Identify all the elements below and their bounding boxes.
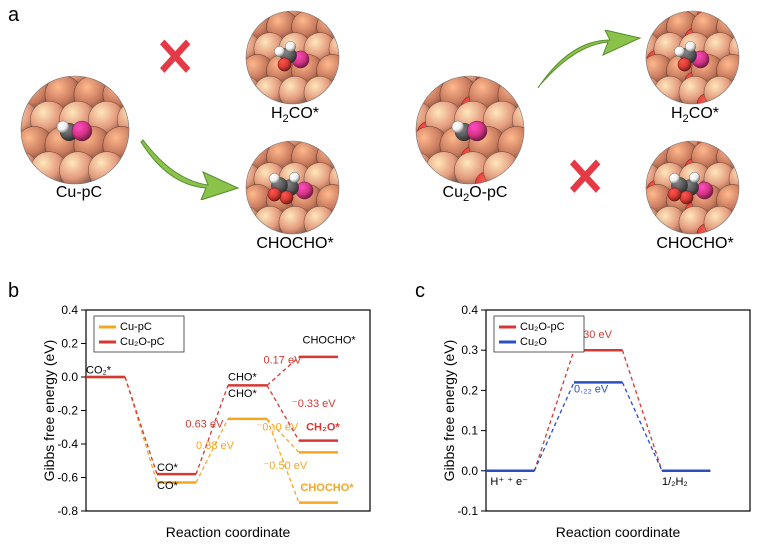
- svg-text:-0.4: -0.4: [57, 437, 78, 451]
- gibbs-chart-c: -0.1 0.0 0.1 0.2 0.3 0.4 Gibbs free energy (eV…: [440, 300, 760, 545]
- svg-text:0.₂₂ eV: 0.₂₂ eV: [574, 383, 609, 395]
- svg-text:0.38 eV: 0.38 eV: [196, 440, 235, 452]
- svg-text:Reaction coordinate: Reaction coordinate: [556, 524, 681, 540]
- svg-text:0.17 eV: 0.17 eV: [264, 355, 303, 367]
- svg-text:-0.8: -0.8: [57, 504, 78, 518]
- svg-text:0.4: 0.4: [461, 303, 478, 317]
- svg-text:CHOCHO*: CHOCHO*: [300, 482, 354, 494]
- cu-pc-h2co-label: H2CO*: [250, 105, 340, 125]
- svg-text:CHO*: CHO*: [228, 371, 257, 383]
- cu2o-pc-label: Cu2O-pC: [425, 184, 525, 204]
- panel-c-label: c: [415, 280, 425, 303]
- svg-text:0.1: 0.1: [461, 424, 478, 438]
- svg-text:-0.1: -0.1: [457, 504, 478, 518]
- svg-text:0.4: 0.4: [61, 303, 78, 317]
- cu2o-pc-source-sphere: [415, 75, 525, 190]
- panel-a-label: a: [8, 4, 19, 27]
- cu-pc-label: Cu-pC: [44, 184, 114, 202]
- cu2o-pc-chocho-label: CHOCHO*: [645, 235, 745, 253]
- svg-text:0.2: 0.2: [461, 383, 478, 397]
- svg-text:CO₂*: CO₂*: [86, 365, 112, 377]
- svg-text:0.63 eV: 0.63 eV: [185, 418, 224, 430]
- svg-text:⁻0.₂0 eV: ⁻0.₂0 eV: [256, 422, 299, 434]
- svg-text:-0.6: -0.6: [57, 471, 78, 485]
- svg-text:-0.2: -0.2: [57, 404, 78, 418]
- cu2o-pc-h2co-label: H2CO*: [650, 105, 740, 125]
- svg-text:CHOCHO*: CHOCHO*: [303, 335, 357, 347]
- svg-text:⁻0.33 eV: ⁻0.33 eV: [292, 398, 336, 410]
- svg-text:0.3: 0.3: [461, 343, 478, 357]
- gibbs-chart-b: -0.8 -0.6 -0.4 -0.2 0.0 0.2 0.4 Gibbs free ener…: [40, 300, 380, 545]
- cu-pc-h2co-sphere: [245, 10, 340, 110]
- cu2o-pc-chocho-sphere: [645, 140, 740, 240]
- svg-text:Reaction coordinate: Reaction coordinate: [166, 524, 291, 540]
- cu-pc-chocho-sphere: [245, 140, 340, 240]
- svg-text:Gibbs free energy (eV): Gibbs free energy (eV): [41, 340, 57, 482]
- svg-text:CHO*: CHO*: [228, 388, 257, 400]
- svg-text:⁻0.50 eV: ⁻0.50 eV: [264, 460, 308, 472]
- cu-pc-source-sphere: [20, 75, 130, 190]
- svg-text:Cu₂O-pC: Cu₂O-pC: [520, 321, 565, 333]
- svg-text:Cu₂O-pC: Cu₂O-pC: [120, 336, 165, 348]
- arrow-icon: [133, 130, 243, 205]
- panel-b-label: b: [8, 280, 19, 303]
- cross-icon: ✕: [155, 33, 195, 86]
- arrow-icon: [530, 30, 645, 105]
- svg-text:CH₂O*: CH₂O*: [306, 422, 340, 434]
- svg-text:0.2: 0.2: [61, 337, 78, 351]
- cross-icon: ✕: [565, 153, 605, 206]
- svg-text:Gibbs free energy (eV): Gibbs free energy (eV): [441, 340, 457, 482]
- svg-text:H⁺ ⁺ e⁻: H⁺ ⁺ e⁻: [490, 476, 528, 488]
- cu-pc-chocho-label: CHOCHO*: [245, 235, 345, 253]
- svg-text:1/₂H₂: 1/₂H₂: [662, 476, 688, 488]
- svg-text:0.0: 0.0: [61, 370, 78, 384]
- cu2o-pc-h2co-sphere: [645, 10, 740, 110]
- svg-text:Cu₂O: Cu₂O: [520, 336, 547, 348]
- svg-text:0.0: 0.0: [461, 464, 478, 478]
- svg-text:Cu-pC: Cu-pC: [120, 321, 152, 333]
- svg-text:CO*: CO*: [157, 462, 179, 474]
- svg-text:CO*: CO*: [157, 480, 179, 492]
